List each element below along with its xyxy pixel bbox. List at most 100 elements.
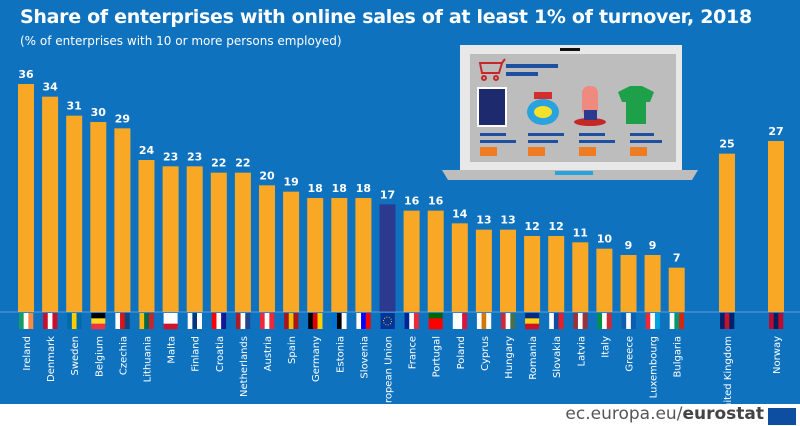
footer-brand: eurostat — [682, 404, 764, 424]
value-label: 9 — [649, 239, 657, 252]
footer-domain: ec.europa.eu/ — [565, 404, 683, 424]
value-label: 31 — [67, 100, 82, 113]
value-label: 10 — [597, 233, 613, 246]
flag-icon — [597, 313, 612, 329]
bar-czechia — [114, 128, 131, 312]
bar-latvia — [572, 242, 589, 312]
flag-icon — [380, 313, 395, 329]
category-label: Estonia — [335, 336, 346, 373]
value-label: 20 — [259, 169, 275, 182]
flag-icon — [501, 313, 516, 329]
flag-icon — [163, 313, 178, 330]
category-label: Luxembourg — [649, 336, 660, 398]
bar-sweden — [66, 115, 83, 313]
value-label: 11 — [573, 226, 588, 239]
bar-norway — [768, 141, 784, 312]
bar-finland — [186, 166, 203, 312]
bar-estonia — [331, 198, 348, 312]
flag-icon — [476, 313, 492, 329]
flag-icon — [404, 313, 419, 329]
flag-icon — [19, 313, 34, 329]
value-label: 7 — [673, 252, 681, 265]
flag-icon — [452, 313, 468, 329]
category-label: Portugal — [432, 336, 443, 377]
bar-luxembourg — [644, 255, 661, 312]
coffee-machine-icon — [582, 86, 598, 116]
value-label: 30 — [91, 106, 107, 119]
bar-portugal — [427, 210, 444, 312]
category-label: Slovakia — [552, 336, 563, 378]
category-label: Hungary — [504, 336, 515, 379]
category-label: Romania — [528, 336, 539, 380]
category-label: Denmark — [46, 336, 57, 382]
flag-icon — [332, 313, 347, 329]
category-label: Poland — [456, 336, 467, 369]
flag-icon — [67, 313, 82, 329]
value-label: 12 — [549, 220, 564, 233]
flag-icon — [260, 313, 275, 329]
bar-european-union — [379, 204, 396, 312]
value-label: 17 — [380, 188, 395, 201]
flag-icon — [525, 313, 540, 330]
category-label: Germany — [311, 336, 322, 382]
flag-icon — [720, 313, 735, 329]
bar-netherlands — [234, 172, 251, 312]
category-label: Latvia — [576, 336, 587, 366]
category-label: Sweden — [70, 336, 81, 376]
category-label: Malta — [167, 336, 178, 364]
flag-icon — [645, 313, 660, 329]
value-label: 29 — [115, 112, 130, 125]
value-label: 18 — [332, 182, 347, 195]
value-label: 23 — [163, 150, 178, 163]
category-label: Austria — [263, 336, 274, 371]
flag-icon — [308, 313, 323, 329]
category-label: Lithuania — [143, 336, 154, 382]
bar-malta — [162, 166, 179, 312]
flag-icon — [769, 313, 784, 329]
bar-belgium — [90, 122, 107, 312]
bar-spain — [283, 191, 300, 312]
bar-cyprus — [475, 229, 492, 312]
bar-denmark — [42, 96, 59, 313]
category-label: Bulgaria — [673, 336, 684, 377]
category-label: Cyprus — [480, 336, 491, 371]
value-label: 25 — [719, 138, 734, 151]
bar-france — [403, 210, 420, 312]
bar-germany — [307, 198, 324, 312]
flag-icon — [43, 313, 58, 329]
category-label: Italy — [600, 336, 611, 358]
category-label: Ireland — [22, 336, 33, 371]
value-label: 18 — [308, 182, 323, 195]
eu-flag-logo — [768, 408, 796, 425]
flag-icon — [621, 313, 636, 329]
flag-icon — [356, 313, 371, 329]
category-label: France — [408, 336, 419, 369]
flag-icon — [549, 313, 564, 329]
bar-austria — [259, 185, 275, 312]
category-label: Croatia — [215, 336, 226, 372]
value-label: 22 — [235, 157, 250, 170]
flag-icon — [115, 313, 130, 329]
bar-ireland — [18, 84, 34, 312]
footer-url[interactable]: ec.europa.eu/eurostat — [565, 404, 764, 424]
category-label: Netherlands — [239, 336, 250, 397]
bar-hungary — [500, 229, 516, 312]
bar-slovenia — [355, 198, 372, 312]
bar-lithuania — [138, 160, 155, 312]
bar-croatia — [210, 172, 227, 312]
bar-romania — [524, 236, 541, 312]
bar-bulgaria — [668, 267, 685, 312]
category-label: Greece — [625, 336, 636, 372]
value-label: 24 — [139, 144, 155, 157]
flag-icon — [91, 313, 106, 330]
chart-title: Share of enterprises with online sales o… — [20, 6, 752, 28]
value-label: 36 — [18, 68, 34, 81]
bar-chart: 36 Ireland 34 Denmark 31 Sweden 30 Belgium 29 Cze… — [0, 68, 800, 404]
bar-poland — [451, 223, 468, 312]
value-label: 13 — [476, 214, 491, 227]
value-label: 9 — [625, 239, 633, 252]
value-label: 14 — [452, 207, 468, 220]
category-label: Finland — [191, 336, 202, 372]
value-label: 27 — [768, 125, 783, 138]
category-label: Norway — [772, 336, 783, 374]
